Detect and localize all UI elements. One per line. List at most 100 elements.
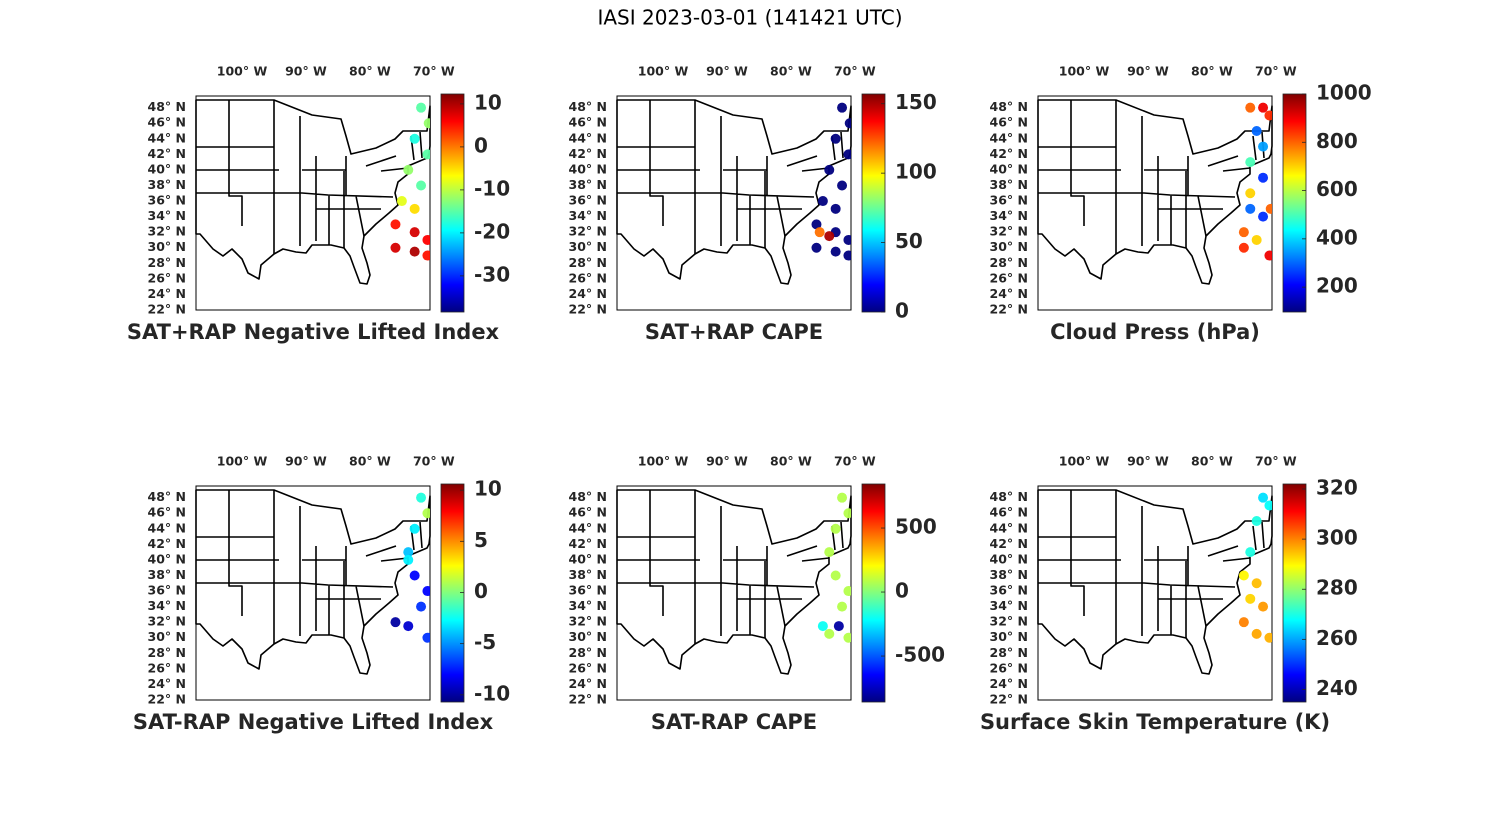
lat-tick-label: 24° N: [148, 676, 186, 691]
lat-tick-label: 28° N: [990, 645, 1028, 660]
panel-title: Surface Skin Temperature (K): [980, 710, 1330, 734]
data-point: [824, 231, 835, 242]
lat-tick-label: 42° N: [990, 536, 1028, 551]
lat-tick-label: 44° N: [569, 130, 607, 145]
data-point: [1238, 242, 1249, 253]
lat-tick-label: 32° N: [990, 224, 1028, 239]
panel-title: SAT-RAP CAPE: [651, 710, 817, 734]
lat-tick-label: 28° N: [569, 255, 607, 270]
map-frame: [616, 95, 852, 311]
data-point: [409, 133, 420, 144]
colorbar-tick-label: 600: [1316, 177, 1358, 201]
lat-tick-label: 36° N: [569, 583, 607, 598]
lat-tick-label: 36° N: [990, 583, 1028, 598]
colorbar-scale: [440, 483, 465, 703]
lat-tick-label: 46° N: [990, 505, 1028, 520]
lat-tick-label: 44° N: [569, 520, 607, 535]
data-point: [422, 632, 430, 643]
data-point: [830, 246, 841, 257]
data-point: [422, 586, 430, 597]
colorbar-tick-label: 0: [895, 299, 909, 323]
lon-tick-label: 70° W: [413, 454, 455, 469]
data-point: [403, 554, 414, 565]
lon-tick-label: 70° W: [1255, 64, 1297, 79]
lat-tick-label: 32° N: [990, 614, 1028, 629]
colorbar-tick-label: 200: [1316, 274, 1358, 298]
lon-tick-label: 80° W: [1191, 454, 1233, 469]
data-point: [422, 250, 430, 261]
lon-tick-label: 90° W: [285, 454, 327, 469]
colorbar-tick-label: 280: [1316, 576, 1358, 600]
lat-tick-label: 40° N: [569, 161, 607, 176]
data-point: [409, 203, 420, 214]
data-point: [843, 632, 851, 643]
lat-tick-label: 34° N: [569, 208, 607, 223]
lat-tick-label: 48° N: [990, 489, 1028, 504]
data-point: [409, 523, 420, 534]
lat-tick-label: 24° N: [990, 286, 1028, 301]
data-point: [837, 601, 848, 612]
lat-tick-label: 26° N: [569, 660, 607, 675]
lat-tick-label: 38° N: [569, 567, 607, 582]
lat-tick-label: 30° N: [569, 239, 607, 254]
lat-tick-label: 24° N: [569, 286, 607, 301]
lon-tick-label: 80° W: [349, 454, 391, 469]
lat-tick-label: 34° N: [569, 598, 607, 613]
data-point: [837, 180, 848, 191]
lat-tick-label: 26° N: [990, 270, 1028, 285]
map-panel: 100° W 90° W 80° W 70° W 48° N46° N44° N42° …: [569, 64, 876, 345]
data-point: [843, 250, 851, 261]
map-panel: 100° W 90° W 80° W 70° W 48° N46° N44° N42° …: [569, 454, 876, 735]
data-point: [817, 196, 828, 207]
lon-tick-label: 100° W: [217, 454, 268, 469]
colorbar-tick-label: 800: [1316, 129, 1358, 153]
data-point: [390, 219, 401, 230]
lon-tick-label: 100° W: [638, 64, 689, 79]
lat-tick-label: 44° N: [990, 520, 1028, 535]
data-points: [1238, 492, 1272, 643]
lat-tick-label: 42° N: [148, 146, 186, 161]
lat-tick-label: 28° N: [148, 645, 186, 660]
data-point: [833, 621, 844, 632]
colorbar-tick-label: 10: [474, 90, 502, 114]
lon-tick-label: 80° W: [1191, 64, 1233, 79]
lon-tick-label: 90° W: [1127, 454, 1169, 469]
lat-tick-label: 38° N: [148, 567, 186, 582]
data-point: [1251, 516, 1262, 527]
lat-tick-label: 48° N: [569, 99, 607, 114]
lat-tick-label: 44° N: [990, 130, 1028, 145]
data-point: [1245, 203, 1256, 214]
data-point: [1258, 172, 1269, 183]
lat-tick-label: 40° N: [990, 551, 1028, 566]
data-point: [1264, 250, 1272, 261]
lat-tick-label: 40° N: [148, 551, 186, 566]
lat-tick-label: 40° N: [569, 551, 607, 566]
lat-tick-label: 22° N: [569, 692, 607, 707]
lon-tick-label: 100° W: [1059, 454, 1110, 469]
data-point: [1264, 632, 1272, 643]
data-point: [403, 621, 414, 632]
map-panel: 100° W 90° W 80° W 70° W 48° N46° N44° N42° …: [990, 64, 1297, 345]
colorbar-tick-label: -10: [474, 681, 510, 705]
lat-tick-label: 28° N: [990, 255, 1028, 270]
colorbar-tick-label: -20: [474, 219, 510, 243]
map-frame: [1037, 485, 1273, 701]
data-point: [1264, 110, 1272, 121]
lat-tick-label: 32° N: [569, 614, 607, 629]
lat-tick-label: 32° N: [148, 224, 186, 239]
colorbar-tick-label: 0: [474, 133, 488, 157]
lat-tick-label: 36° N: [148, 583, 186, 598]
lon-tick-label: 90° W: [1127, 64, 1169, 79]
data-point: [1258, 211, 1269, 222]
lat-tick-label: 26° N: [148, 660, 186, 675]
data-point: [1251, 234, 1262, 245]
data-point: [1251, 126, 1262, 137]
data-point: [1238, 227, 1249, 238]
lat-tick-label: 40° N: [148, 161, 186, 176]
lat-tick-label: 26° N: [990, 660, 1028, 675]
colorbar-tick-label: 320: [1316, 476, 1358, 500]
colorbar-tick-label: -30: [474, 262, 510, 286]
lat-tick-label: 46° N: [148, 115, 186, 130]
data-points: [390, 102, 430, 261]
lat-tick-label: 44° N: [148, 130, 186, 145]
